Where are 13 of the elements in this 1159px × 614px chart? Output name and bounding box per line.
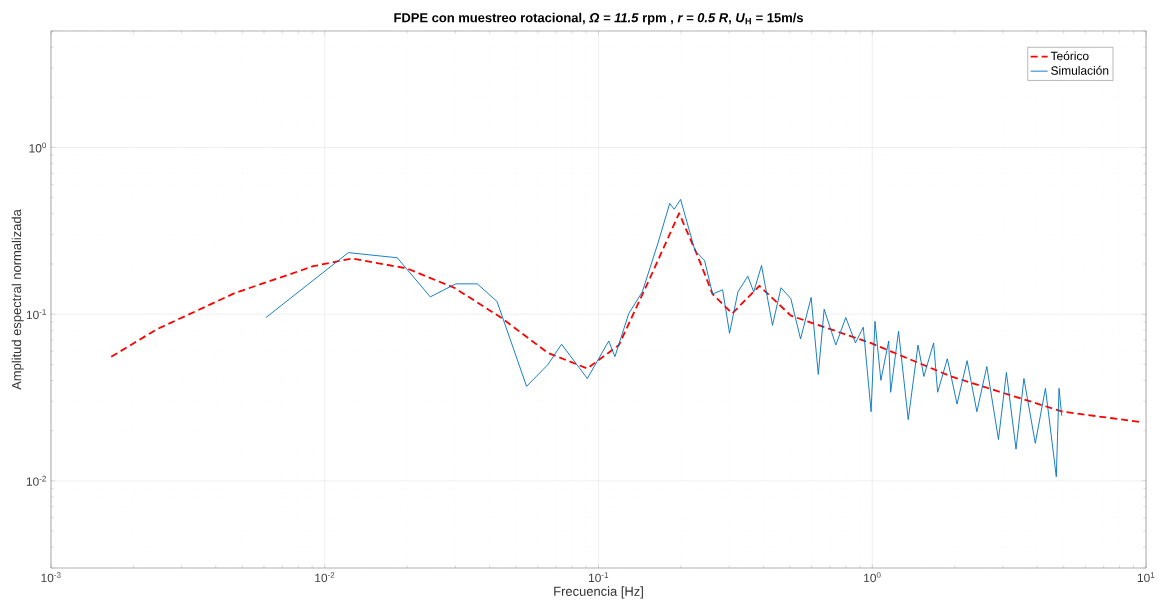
y-axis-title: Amplitud espectral normalizada [11,209,24,390]
x-tick-label: 10$^{1}$ [1137,572,1155,583]
legend-label: Teórico [1050,51,1089,61]
legend-label: Simulación [1051,65,1109,75]
x-tick-label: 10$^{-3}$ [41,572,61,583]
x-axis-title: Frecuencia [Hz] [554,586,643,599]
chart-title: FDPE con muestreo rotacional, Ω = 11.5 rpm , r = 0.5 R, U$_{H}$ = 15m/s [394,12,803,25]
y-tick-label: 10$^{-2}$ [26,475,46,486]
x-tick-label: 10$^{-1}$ [588,572,609,583]
y-tick-label: 10$^{-1}$ [26,309,46,320]
x-tick-label: 10$^{0}$ [864,572,881,583]
y-tick-label: 10$^{0}$ [29,142,46,153]
x-tick-label: 10$^{-2}$ [315,572,335,583]
